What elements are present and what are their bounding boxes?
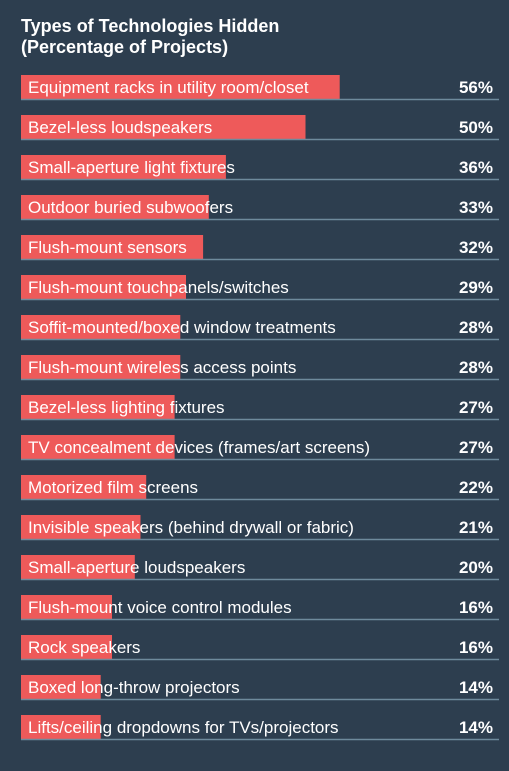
bar-value-label-1: 50% [459,118,493,137]
bar-label-10: Motorized film screens [28,478,198,497]
bar-2 [21,155,226,179]
bar-label-9: TV concealment devices (frames/art scree… [28,438,370,457]
bar-12 [21,555,135,579]
bar-value-label-13: 16% [459,598,493,617]
bar-6 [21,315,181,339]
bar-15 [21,675,101,699]
bar-13 [21,595,112,619]
bar-11 [21,515,141,539]
bar-value-label-16: 14% [459,718,493,737]
bars-layer: Equipment racks in utility room/closet 56… [21,75,499,741]
bar-value-label-5: 29% [459,278,493,297]
bar-label-0: Equipment racks in utility room/closet [28,78,309,97]
bar-label-16: Lifts/ceiling dropdowns for TVs/projecto… [28,718,339,737]
bar-label-8: Bezel-less lighting fixtures [28,398,225,417]
bar-value-label-3: 33% [459,198,493,217]
bar-label-12: Small-aperture loudspeakers [28,558,245,577]
bar-14 [21,635,112,659]
bar-10 [21,475,147,499]
bar-8 [21,395,175,419]
bar-label-2: Small-aperture light fixtures [28,158,235,177]
bar-5 [21,275,186,299]
bar-value-label-0: 56% [459,78,493,97]
bar-value-label-7: 28% [459,358,493,377]
bar-value-label-11: 21% [459,518,493,537]
bar-4 [21,235,204,259]
bar-3 [21,195,209,219]
bar-label-4: Flush-mount sensors [28,238,187,257]
bar-label-6: Soffit-mounted/boxed window treatments [28,318,336,337]
bar-value-label-4: 32% [459,238,493,257]
bar-0 [21,75,340,99]
bar-label-1: Bezel-less loudspeakers [28,118,212,137]
bar-value-label-10: 22% [459,478,493,497]
chart-title-line-1: Types of Technologies Hidden [21,16,280,36]
bar-label-11: Invisible speakers (behind drywall or fa… [28,518,354,537]
bar-value-label-9: 27% [459,438,493,457]
chart-title-line-2: (Percentage of Projects) [21,37,229,57]
bar-label-3: Outdoor buried subwoofers [28,198,233,217]
bar-7 [21,355,181,379]
bar-label-14: Rock speakers [28,638,140,657]
bar-label-13: Flush-mount voice control modules [28,598,292,617]
bar-16 [21,715,101,739]
bar-9 [21,435,175,459]
bar-value-label-14: 16% [459,638,493,657]
bar-value-label-15: 14% [459,678,493,697]
bar-label-7: Flush-mount wireless access points [28,358,296,377]
bar-value-label-6: 28% [459,318,493,337]
bar-value-label-8: 27% [459,398,493,417]
bar-value-label-12: 20% [459,558,493,577]
bar-1 [21,115,306,139]
bar-label-5: Flush-mount touchpanels/switches [28,278,289,297]
chart-title: Types of Technologies Hidden (Percentage… [21,16,481,58]
bar-label-15: Boxed long-throw projectors [28,678,240,697]
bar-value-label-2: 36% [459,158,493,177]
